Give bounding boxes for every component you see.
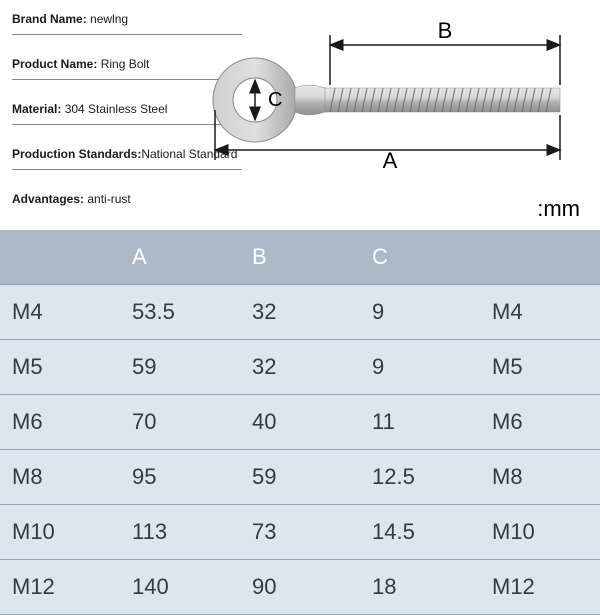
label-b: B <box>438 18 453 43</box>
cell: M10 <box>0 505 120 560</box>
cell: 9 <box>360 285 480 340</box>
cell: 90 <box>240 560 360 615</box>
label-advantages: Advantages: <box>12 192 84 206</box>
cell: M5 <box>480 340 600 395</box>
cell: M5 <box>0 340 120 395</box>
table-row: M10 113 73 14.5 M10 <box>0 505 600 560</box>
value-product: Ring Bolt <box>97 57 149 71</box>
cell: 73 <box>240 505 360 560</box>
cell: M4 <box>480 285 600 340</box>
dimension-table: A B C M4 53.5 32 9 M4 M5 59 32 9 M5 M6 7… <box>0 230 600 615</box>
thread-icon <box>295 85 560 115</box>
table-row: M4 53.5 32 9 M4 <box>0 285 600 340</box>
table-row: M12 140 90 18 M12 <box>0 560 600 615</box>
cell: 59 <box>240 450 360 505</box>
table-row: M6 70 40 11 M6 <box>0 395 600 450</box>
cell: 59 <box>120 340 240 395</box>
label-c: C <box>268 89 282 111</box>
col-size2 <box>480 230 600 285</box>
cell: M10 <box>480 505 600 560</box>
cell: 40 <box>240 395 360 450</box>
col-size <box>0 230 120 285</box>
table-row: M5 59 32 9 M5 <box>0 340 600 395</box>
label-material: Material: <box>12 102 61 116</box>
value-material: 304 Stainless Steel <box>61 102 167 116</box>
cell: M12 <box>0 560 120 615</box>
col-a: A <box>120 230 240 285</box>
cell: M8 <box>480 450 600 505</box>
cell: 12.5 <box>360 450 480 505</box>
label-a: A <box>383 148 398 170</box>
cell: 11 <box>360 395 480 450</box>
cell: 140 <box>120 560 240 615</box>
value-brand: newlng <box>87 12 128 26</box>
table-body: M4 53.5 32 9 M4 M5 59 32 9 M5 M6 70 40 1… <box>0 285 600 615</box>
cell: M12 <box>480 560 600 615</box>
cell: M6 <box>0 395 120 450</box>
cell: 14.5 <box>360 505 480 560</box>
table-row: M8 95 59 12.5 M8 <box>0 450 600 505</box>
cell: 18 <box>360 560 480 615</box>
value-advantages: anti-rust <box>84 192 131 206</box>
label-standards: Production Standards: <box>12 147 141 161</box>
cell: 9 <box>360 340 480 395</box>
col-b: B <box>240 230 360 285</box>
label-brand: Brand Name: <box>12 12 87 26</box>
cell: 32 <box>240 340 360 395</box>
cell: 32 <box>240 285 360 340</box>
info-advantages: Advantages: anti-rust <box>12 192 242 214</box>
col-c: C <box>360 230 480 285</box>
table-header: A B C <box>0 230 600 285</box>
label-product: Product Name: <box>12 57 97 71</box>
cell: 95 <box>120 450 240 505</box>
product-info-section: Brand Name: newlng Product Name: Ring Bo… <box>0 0 600 230</box>
unit-label: :mm <box>537 196 580 222</box>
cell: 70 <box>120 395 240 450</box>
cell: M8 <box>0 450 120 505</box>
bolt-diagram: B A C <box>180 10 580 170</box>
cell: M6 <box>480 395 600 450</box>
cell: 53.5 <box>120 285 240 340</box>
cell: M4 <box>0 285 120 340</box>
cell: 113 <box>120 505 240 560</box>
